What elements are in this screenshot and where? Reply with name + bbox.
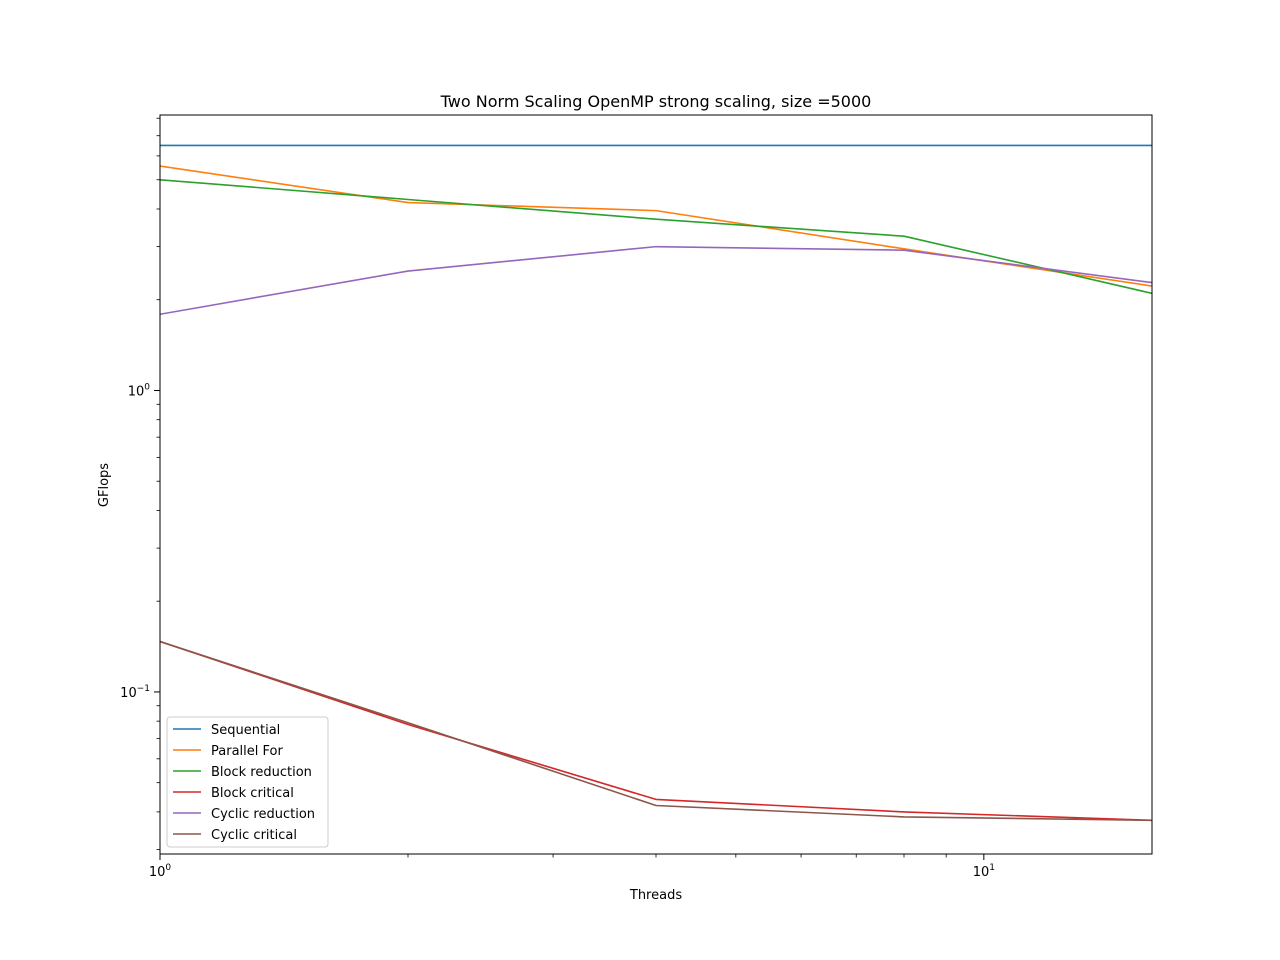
y-axis-label: GFlops <box>97 463 112 507</box>
legend-label-5: Cyclic critical <box>211 828 297 843</box>
series-layer <box>160 144 1152 822</box>
legend: Sequential Parallel For Block reduction Blo… <box>166 716 329 848</box>
legend-label-3: Block critical <box>211 786 294 801</box>
legend-box <box>166 716 329 848</box>
y-tick-label-1: 100 <box>128 382 151 399</box>
legend-label-4: Cyclic reduction <box>211 807 315 822</box>
series-line-5 <box>160 640 1152 822</box>
series-line-4 <box>160 245 1152 316</box>
series-line-3 <box>160 640 1152 822</box>
series-line-2 <box>160 178 1152 295</box>
x-tick-label-0: 100 <box>149 863 172 880</box>
x-axis-label: Threads <box>629 888 682 903</box>
legend-label-0: Sequential <box>211 723 280 738</box>
chart-title: Two Norm Scaling OpenMP strong scaling, … <box>440 92 872 111</box>
x-axis: 100 101 <box>149 854 995 880</box>
y-tick-label-0: 10−1 <box>120 684 150 701</box>
x-tick-label-1: 101 <box>973 863 995 880</box>
y-axis: 10−1 100 <box>120 117 160 850</box>
legend-label-1: Parallel For <box>211 744 283 759</box>
legend-label-2: Block reduction <box>211 765 312 780</box>
